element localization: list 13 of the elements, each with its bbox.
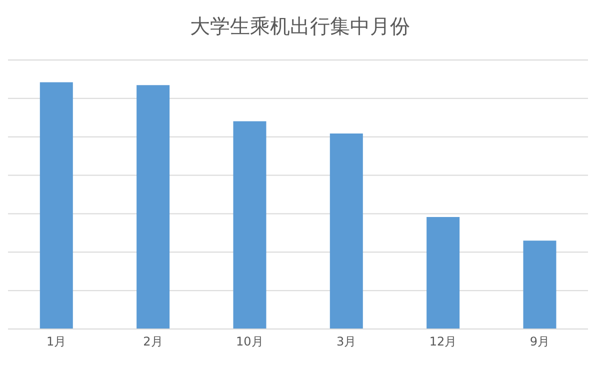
bar — [330, 134, 363, 329]
bar — [426, 216, 460, 329]
chart-title: 大学生乘机出行集中月份 — [189, 13, 411, 40]
x-tick-label: 10月 — [236, 334, 264, 349]
x-tick-label: 9月 — [530, 334, 550, 349]
bar — [136, 85, 170, 329]
bar — [523, 240, 556, 329]
x-tick-label: 1月 — [46, 334, 66, 349]
x-tick-label: 2月 — [143, 334, 163, 349]
bar — [233, 121, 266, 329]
x-tick-label: 12月 — [429, 334, 457, 349]
bar — [40, 82, 73, 329]
x-tick-label: 3月 — [336, 334, 356, 349]
